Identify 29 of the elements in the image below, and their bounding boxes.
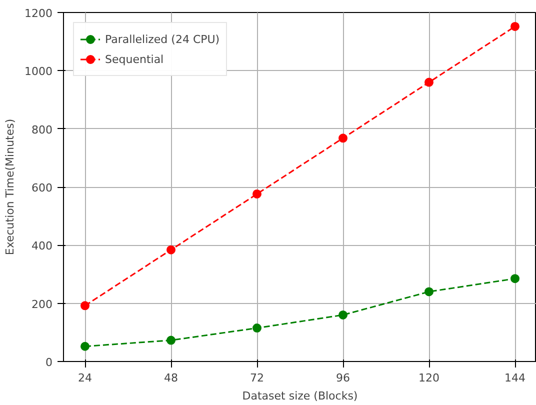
y-tick-label: 800: [32, 123, 53, 136]
x-tick-label: 24: [78, 372, 92, 384]
point: [510, 22, 520, 31]
x-tick-label: 48: [164, 372, 178, 384]
x-tick-label: 72: [250, 372, 264, 384]
x-tick-label: 120: [418, 372, 440, 384]
point: [80, 342, 90, 351]
point: [252, 324, 262, 333]
y-tick-label: 1000: [24, 65, 53, 78]
point: [424, 78, 434, 87]
y-tick-label: 400: [32, 240, 53, 253]
point: [80, 301, 90, 310]
x-tick-label: 96: [336, 372, 350, 384]
y-tick-label: 200: [32, 298, 53, 311]
y-tick-label: 1200: [24, 7, 53, 20]
legend-label: Sequential: [105, 52, 164, 66]
y-tick-label: 0: [46, 356, 52, 369]
point: [252, 189, 262, 198]
point: [338, 310, 348, 320]
y-tick-label: 600: [32, 182, 53, 194]
point: [424, 287, 434, 296]
point: [338, 134, 348, 143]
point: [166, 245, 176, 254]
point: [510, 274, 520, 284]
y-axis-title: Execution Time(Minutes): [4, 118, 17, 256]
x-axis-title: Dataset size (Blocks): [242, 390, 358, 402]
x-tick-label: 144: [504, 372, 526, 384]
point: [166, 336, 176, 345]
legend-label: Parallelized (24 CPU): [105, 32, 220, 46]
